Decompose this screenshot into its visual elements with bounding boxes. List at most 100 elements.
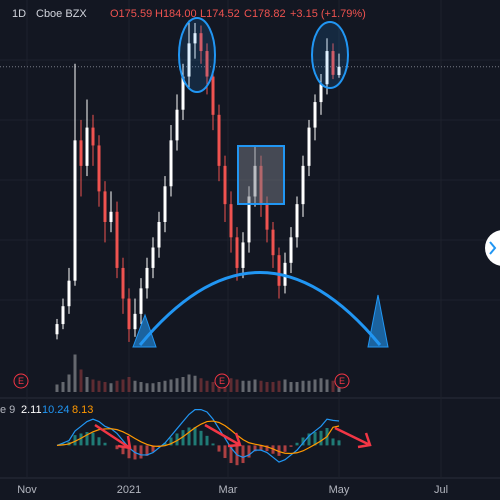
event-label: E (339, 376, 345, 386)
volume-bar (259, 380, 263, 392)
candle-body (235, 237, 239, 268)
candle-body (217, 114, 221, 166)
volume-bar (193, 375, 197, 392)
volume-bar (97, 380, 101, 392)
candle-body (169, 140, 173, 187)
candle-body (193, 33, 197, 44)
volume-bar (307, 380, 311, 392)
ohlc-high: H184.00 (155, 8, 197, 20)
candle-body (145, 267, 149, 289)
ohlc-low: L174.52 (200, 8, 240, 20)
volume-bar (325, 379, 329, 392)
event-marker (13, 373, 29, 389)
volume-bar (289, 382, 293, 392)
candle-body (79, 140, 83, 166)
arrow (204, 423, 242, 448)
x-tick-label: Jul (434, 484, 448, 496)
candle-body (163, 186, 167, 222)
candle-body (265, 204, 269, 230)
candle-body (115, 211, 119, 268)
arrow (334, 426, 372, 449)
volume-bar (67, 374, 71, 392)
volume-bar (139, 382, 143, 392)
signal-line (56, 420, 340, 455)
macd-histogram-bar (187, 427, 191, 446)
histogram-value: 2.11 (21, 404, 42, 416)
candle-body (325, 51, 329, 85)
x-tick-label: May (329, 484, 350, 496)
candle-body (181, 76, 185, 110)
volume-bar (211, 382, 215, 392)
macd-histogram-bar (175, 433, 179, 446)
x-tick-label: Mar (219, 484, 238, 496)
candle-body (319, 84, 323, 103)
candle-body (301, 165, 305, 205)
volume-bar (187, 374, 191, 392)
macd-histogram-bar (265, 445, 269, 452)
macd-histogram-bar (211, 443, 215, 446)
macd-histogram-bar (73, 435, 77, 446)
volume-bar (331, 380, 335, 392)
macd-label: e 9 (0, 404, 15, 416)
macd-line (56, 409, 340, 463)
candle-body (229, 204, 233, 238)
candle-body (127, 298, 131, 330)
highlight-ellipse (311, 21, 349, 89)
arc (138, 271, 382, 346)
scroll-button[interactable] (485, 230, 500, 266)
candle-body (97, 145, 101, 192)
candle-body (277, 255, 281, 286)
triangle (132, 313, 157, 348)
candle-body (61, 306, 65, 325)
volume-bar (271, 382, 275, 392)
candle-body (139, 288, 143, 314)
macd-histogram-bar (331, 438, 335, 446)
macd-histogram-bar (277, 445, 281, 456)
candle-body (307, 127, 311, 166)
volume-bar (133, 380, 137, 392)
volume-bar (175, 378, 179, 392)
volume-bar (127, 377, 131, 392)
macd-histogram-bar (223, 445, 227, 459)
candle-body (205, 51, 209, 77)
macd-histogram-bar (127, 445, 131, 459)
candle-body (313, 102, 317, 128)
change: +3.15 (+1.79%) (290, 8, 366, 20)
event-marker (214, 373, 230, 389)
ohlc-open: O175.59 (110, 8, 152, 20)
macd-histogram-bar (283, 445, 287, 452)
volume-bar (253, 379, 257, 392)
volume-bar (103, 382, 107, 392)
macd-histogram-bar (337, 440, 341, 446)
candle-body (175, 109, 179, 141)
candle-body (55, 324, 59, 335)
candle-body (337, 66, 341, 76)
signal-value: 8.13 (72, 404, 93, 416)
macd-histogram-bar (301, 437, 305, 446)
macd-histogram-bar (199, 430, 203, 446)
volume-bar (73, 354, 77, 392)
volume-bar (151, 383, 155, 392)
macd-histogram-bar (289, 445, 293, 447)
candle-body (91, 127, 95, 146)
volume-bar (169, 379, 173, 392)
volume-bar (79, 369, 83, 392)
volume-bar (145, 383, 149, 392)
macd-histogram-bar (163, 442, 167, 446)
volume-bar (115, 380, 119, 392)
macd-histogram-bar (193, 427, 197, 446)
candle-body (157, 222, 161, 248)
macd-histogram-bar (307, 433, 311, 446)
candle-body (133, 313, 137, 330)
volume-bar (85, 377, 89, 392)
event-marker (334, 373, 350, 389)
macd-histogram-bar (97, 437, 101, 446)
volume-bar (109, 383, 113, 392)
event-label: E (219, 376, 225, 386)
volume-bar (229, 378, 233, 392)
macd-histogram-bar (205, 435, 209, 446)
arrows (94, 423, 372, 450)
